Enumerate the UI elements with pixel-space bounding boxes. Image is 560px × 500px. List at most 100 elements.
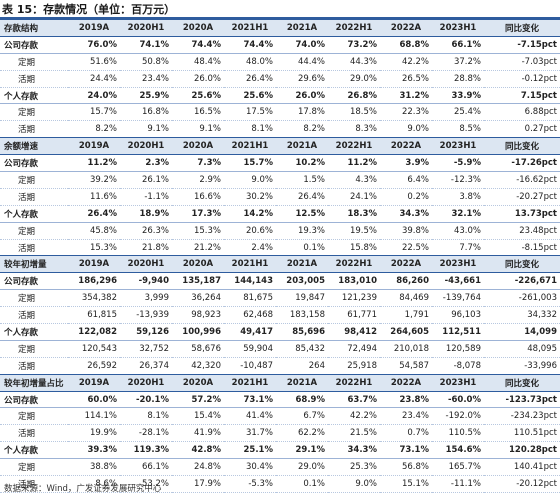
main-row: 公司存款 186,296 -9,940 135,187 144,143 203,005 18… (0, 272, 560, 291)
row-label: 活期 (0, 120, 68, 139)
row-label: 定期 (0, 289, 68, 308)
header-cell: 2021H1 (224, 19, 276, 37)
value-cell: 0.1% (276, 475, 328, 493)
value-cell: -1.1% (120, 188, 172, 206)
header-cell: 同比变化 (484, 255, 560, 274)
value-cell: -11.1% (432, 475, 484, 493)
value-cell: 354,382 (68, 289, 120, 308)
value-cell: 29.1% (276, 441, 328, 460)
value-cell: 34.3% (328, 441, 380, 460)
sub-row: 活期 15.3% 21.8% 21.2% 2.4% 0.1% 15.8% 22.5% 7.7% -… (0, 239, 560, 257)
row-label: 活期 (0, 239, 68, 257)
value-cell: 74.1% (120, 36, 172, 54)
sub-row: 活期 11.6% -1.1% 16.6% 30.2% 26.4% 24.1% 0.2% 3.8%… (0, 188, 560, 206)
main-row: 个人存款 26.4% 18.9% 17.3% 14.2% 12.5% 18.3% 34.3% 3… (0, 205, 560, 223)
value-cell: 58,676 (172, 340, 224, 358)
value-cell: 26.8% (328, 87, 380, 105)
value-cell: 11.2% (328, 154, 380, 173)
sub-row: 定期 120,543 32,752 58,676 59,904 85,432 72,494 2… (0, 340, 560, 358)
header-cell: 2021A (276, 137, 328, 156)
row-label: 个人存款 (0, 323, 68, 341)
row-label: 公司存款 (0, 154, 68, 173)
value-cell: 8.2% (68, 120, 120, 139)
section-header: 存款结构 2019A 2020H1 2020A 2021H1 2021A 2022H1 202… (0, 19, 560, 37)
value-cell: 29.0% (276, 458, 328, 477)
value-cell: 19.5% (328, 222, 380, 240)
value-cell: 74.4% (224, 36, 276, 54)
main-row: 个人存款 24.0% 25.9% 25.6% 25.6% 26.0% 26.8% 31.2% 3… (0, 87, 560, 105)
section-header: 余额增速 2019A 2020H1 2020A 2021H1 2021A 2022H1 202… (0, 137, 560, 156)
value-cell: 36,264 (172, 289, 224, 308)
value-cell: 22.3% (380, 103, 432, 122)
value-cell: 100,996 (172, 323, 224, 341)
header-cell: 同比变化 (484, 19, 560, 37)
value-cell: 110.51pct (484, 424, 560, 443)
header-cell: 2022H1 (328, 373, 380, 392)
row-label: 活期 (0, 475, 68, 493)
header-cell: 2023H1 (432, 19, 484, 37)
value-cell: -234.23pct (484, 407, 560, 426)
value-cell: 15.4% (172, 407, 224, 426)
value-cell: 17.8% (276, 103, 328, 122)
main-row: 个人存款 122,082 59,126 100,996 49,417 85,696 98,4… (0, 323, 560, 341)
value-cell: 25.6% (224, 87, 276, 105)
value-cell: 39.2% (68, 171, 120, 189)
header-cell: 2021H1 (224, 373, 276, 392)
header-cell: 较年初增量占比 (0, 373, 68, 392)
value-cell: -0.12pct (484, 70, 560, 88)
deposit-table: 存款结构 2019A 2020H1 2020A 2021H1 2021A 2022H1 202… (0, 19, 560, 493)
value-cell: 96,103 (432, 306, 484, 325)
value-cell: -16.62pct (484, 171, 560, 189)
header-cell: 2023H1 (432, 255, 484, 274)
value-cell: 21.2% (172, 239, 224, 257)
value-cell: 24.0% (68, 87, 120, 105)
value-cell: 44.3% (328, 53, 380, 71)
value-cell: 0.27pct (484, 120, 560, 139)
value-cell: 6.88pct (484, 103, 560, 122)
value-cell: -13,939 (120, 306, 172, 325)
value-cell: 8.2% (276, 120, 328, 139)
value-cell: 110.5% (432, 424, 484, 443)
value-cell: 8.1% (120, 407, 172, 426)
value-cell: 48,095 (484, 340, 560, 358)
value-cell: 9.0% (224, 171, 276, 189)
value-cell: -8,078 (432, 357, 484, 375)
value-cell: 34.3% (380, 205, 432, 223)
row-label: 定期 (0, 103, 68, 122)
value-cell: 19,847 (276, 289, 328, 308)
value-cell: 45.8% (68, 222, 120, 240)
value-cell: 74.0% (276, 36, 328, 54)
value-cell: -8.15pct (484, 239, 560, 257)
header-cell: 2022A (380, 137, 432, 156)
value-cell: 2.4% (224, 239, 276, 257)
header-cell: 2022H1 (328, 255, 380, 274)
value-cell: 11.6% (68, 188, 120, 206)
sub-row: 定期 15.7% 16.8% 16.5% 17.5% 17.8% 18.5% 22.3% 25.… (0, 103, 560, 122)
value-cell: -43,661 (432, 272, 484, 291)
value-cell: 19.3% (276, 222, 328, 240)
sub-row: 定期 51.6% 50.8% 48.4% 48.0% 44.4% 44.3% 42.2% 37.… (0, 53, 560, 71)
value-cell: 73.1% (380, 441, 432, 460)
table-title: 表 15：存款情况（单位：百万元） (0, 0, 560, 19)
header-cell: 较年初增量 (0, 255, 68, 274)
sub-row: 活期 19.9% -28.1% 41.9% 31.7% 62.2% 21.5% 0.7% 110… (0, 424, 560, 443)
value-cell: 24.4% (68, 70, 120, 88)
value-cell: 16.6% (172, 188, 224, 206)
value-cell: 61,815 (68, 306, 120, 325)
value-cell: 6.4% (380, 171, 432, 189)
value-cell: 144,143 (224, 272, 276, 291)
header-cell: 同比变化 (484, 137, 560, 156)
value-cell: -5.3% (224, 475, 276, 493)
value-cell: -261,003 (484, 289, 560, 308)
value-cell: 32,752 (120, 340, 172, 358)
value-cell: 15.1% (380, 475, 432, 493)
value-cell: 16.8% (120, 103, 172, 122)
value-cell: 120,589 (432, 340, 484, 358)
header-cell: 2022A (380, 373, 432, 392)
value-cell: 2.9% (172, 171, 224, 189)
header-cell: 同比变化 (484, 373, 560, 392)
value-cell: 26.1% (120, 171, 172, 189)
value-cell: 8.5% (432, 120, 484, 139)
value-cell: 8.1% (224, 120, 276, 139)
